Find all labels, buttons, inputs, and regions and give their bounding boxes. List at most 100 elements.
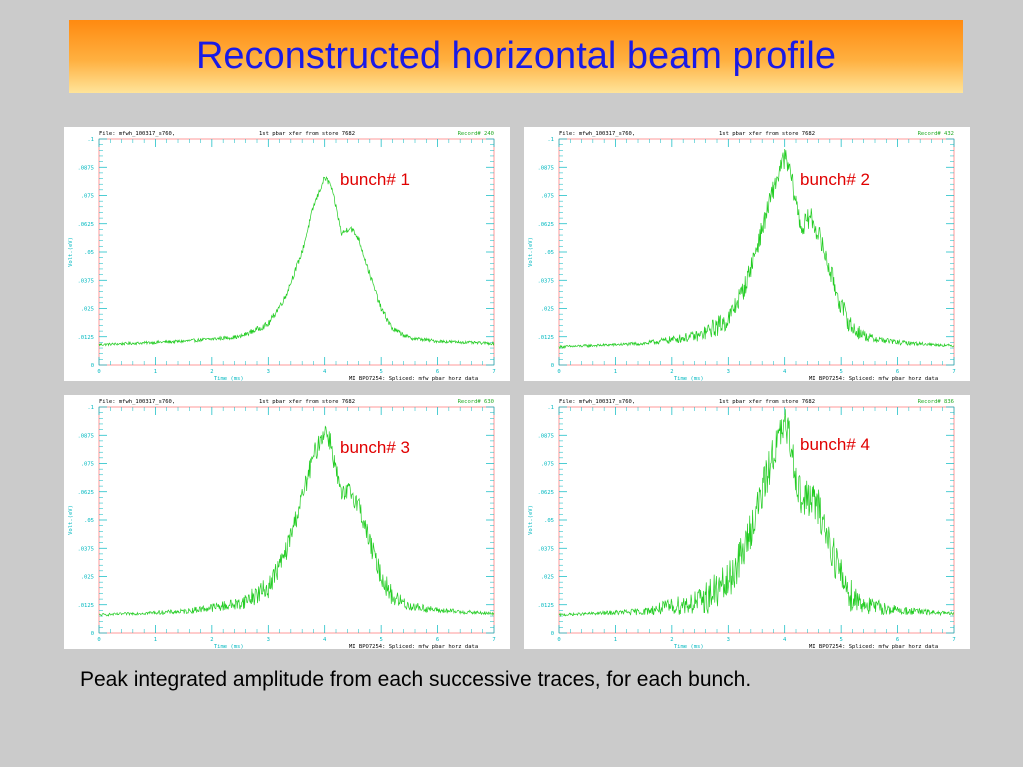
bunch-label: bunch# 3 bbox=[340, 438, 410, 457]
y-tick-label: 0 bbox=[91, 631, 94, 637]
beam-profile-chart: File: mfwh_100317_s760, 1st pbar xfer fro… bbox=[528, 399, 956, 649]
x-tick-label: 1 bbox=[154, 637, 157, 643]
y-tick-label: .0125 bbox=[77, 603, 94, 609]
footer-info: MI BPO7254: Spliced: mfw pbar horz data bbox=[349, 644, 478, 649]
y-tick-label: .1 bbox=[547, 405, 554, 411]
y-tick-label: .025 bbox=[81, 575, 94, 581]
x-tick-label: 0 bbox=[97, 369, 100, 375]
x-tick-label: 2 bbox=[210, 637, 213, 643]
header-file: File: mfwh_100317_s760, bbox=[559, 131, 635, 137]
header-desc: 1st pbar xfer from store 7682 bbox=[259, 131, 355, 137]
x-axis-label: Time (ms) bbox=[674, 644, 704, 649]
y-tick-label: .0375 bbox=[77, 278, 94, 284]
x-axis-label: Time (ms) bbox=[674, 376, 704, 381]
beam-profile-trace bbox=[558, 148, 955, 350]
x-tick-label: 2 bbox=[670, 369, 673, 375]
y-axis-label: Volt.(eV) bbox=[68, 505, 74, 535]
x-tick-label: 6 bbox=[896, 369, 899, 375]
chart-panel-bunch-4: File: mfwh_100317_s760, 1st pbar xfer fro… bbox=[524, 395, 970, 649]
y-tick-label: .05 bbox=[84, 250, 94, 256]
y-tick-label: .075 bbox=[81, 462, 94, 468]
y-tick-label: .1 bbox=[87, 405, 94, 411]
y-tick-label: .0625 bbox=[537, 222, 554, 228]
beam-profile-chart: File: mfwh_100317_s760, 1st pbar xfer fro… bbox=[68, 131, 496, 381]
y-tick-label: .0125 bbox=[537, 335, 554, 341]
footer-info: MI BPO7254: Spliced: mfw pbar horz data bbox=[809, 376, 938, 381]
y-tick-label: .0875 bbox=[77, 165, 94, 171]
y-axis-label: Volt.(eV) bbox=[528, 505, 534, 535]
x-tick-label: 3 bbox=[267, 369, 270, 375]
y-tick-label: .05 bbox=[544, 518, 554, 524]
x-tick-label: 3 bbox=[727, 637, 730, 643]
x-tick-label: 1 bbox=[154, 369, 157, 375]
x-tick-label: 4 bbox=[323, 369, 327, 375]
y-tick-label: 0 bbox=[551, 631, 554, 637]
y-tick-label: .025 bbox=[541, 575, 554, 581]
beam-profile-chart: File: mfwh_100317_s760, 1st pbar xfer fro… bbox=[68, 399, 496, 649]
header-file: File: mfwh_100317_s760, bbox=[99, 131, 175, 137]
beam-profile-chart: File: mfwh_100317_s760, 1st pbar xfer fro… bbox=[528, 131, 956, 381]
caption: Peak integrated amplitude from each succ… bbox=[80, 668, 752, 691]
header-record: Record# 630 bbox=[458, 399, 494, 405]
y-axis-label: Volt.(eV) bbox=[68, 237, 74, 267]
y-tick-label: .0625 bbox=[77, 222, 94, 228]
x-tick-label: 0 bbox=[557, 637, 560, 643]
bunch-label: bunch# 2 bbox=[800, 170, 870, 189]
y-tick-label: .05 bbox=[544, 250, 554, 256]
beam-profile-trace bbox=[98, 176, 495, 347]
x-tick-label: 6 bbox=[436, 637, 439, 643]
x-axis-label: Time (ms) bbox=[214, 644, 244, 649]
bunch-label: bunch# 1 bbox=[340, 170, 410, 189]
footer-info: MI BPO7254: Spliced: mfw pbar horz data bbox=[349, 376, 478, 381]
y-tick-label: .075 bbox=[81, 194, 94, 200]
x-tick-label: 4 bbox=[783, 637, 787, 643]
chart-panel-bunch-3: File: mfwh_100317_s760, 1st pbar xfer fro… bbox=[64, 395, 510, 649]
y-tick-label: .0125 bbox=[537, 603, 554, 609]
x-tick-label: 6 bbox=[436, 369, 439, 375]
x-tick-label: 7 bbox=[492, 637, 495, 643]
plot-frame bbox=[558, 406, 955, 634]
beam-profile-trace bbox=[98, 425, 495, 617]
y-tick-label: .1 bbox=[547, 137, 554, 143]
y-tick-label: .0625 bbox=[77, 490, 94, 496]
x-tick-label: 5 bbox=[379, 637, 382, 643]
y-tick-label: .0875 bbox=[77, 433, 94, 439]
y-tick-label: .025 bbox=[541, 307, 554, 313]
chart-panel-bunch-1: File: mfwh_100317_s760, 1st pbar xfer fro… bbox=[64, 127, 510, 381]
x-tick-label: 4 bbox=[323, 637, 327, 643]
y-tick-label: .0375 bbox=[537, 278, 554, 284]
y-tick-label: .0875 bbox=[537, 165, 554, 171]
y-tick-label: .05 bbox=[84, 518, 94, 524]
x-tick-label: 0 bbox=[97, 637, 100, 643]
slide-title: Reconstructed horizontal beam profile bbox=[195, 35, 836, 77]
header-record: Record# 240 bbox=[458, 131, 494, 137]
x-tick-label: 7 bbox=[952, 369, 955, 375]
y-tick-label: .0875 bbox=[537, 433, 554, 439]
header-desc: 1st pbar xfer from store 7682 bbox=[259, 399, 355, 405]
header-desc: 1st pbar xfer from store 7682 bbox=[719, 399, 815, 405]
header-record: Record# 836 bbox=[918, 399, 954, 405]
x-tick-label: 6 bbox=[896, 637, 899, 643]
beam-profile-trace bbox=[558, 409, 955, 618]
title-banner: Reconstructed horizontal beam profile bbox=[69, 20, 963, 93]
x-tick-label: 1 bbox=[614, 637, 617, 643]
x-tick-label: 4 bbox=[783, 369, 787, 375]
x-tick-label: 1 bbox=[614, 369, 617, 375]
y-tick-label: .0375 bbox=[537, 546, 554, 552]
plot-frame bbox=[558, 138, 955, 366]
y-tick-label: .075 bbox=[541, 194, 554, 200]
y-tick-label: .0625 bbox=[537, 490, 554, 496]
y-tick-label: .1 bbox=[87, 137, 94, 143]
header-desc: 1st pbar xfer from store 7682 bbox=[719, 131, 815, 137]
x-tick-label: 5 bbox=[839, 369, 842, 375]
x-tick-label: 5 bbox=[379, 369, 382, 375]
x-tick-label: 3 bbox=[727, 369, 730, 375]
y-tick-label: .0125 bbox=[77, 335, 94, 341]
x-tick-label: 7 bbox=[952, 637, 955, 643]
x-tick-label: 3 bbox=[267, 637, 270, 643]
y-axis-label: Volt.(eV) bbox=[528, 237, 534, 267]
bunch-label: bunch# 4 bbox=[800, 435, 870, 454]
y-tick-label: .0375 bbox=[77, 546, 94, 552]
header-file: File: mfwh_100317_s760, bbox=[559, 399, 635, 405]
header-file: File: mfwh_100317_s760, bbox=[99, 399, 175, 405]
